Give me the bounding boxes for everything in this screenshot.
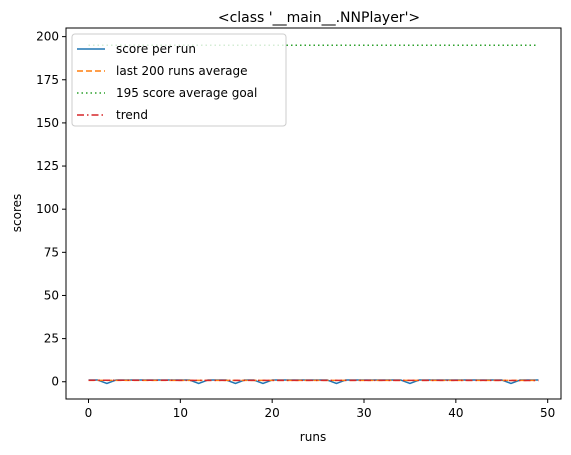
y-tick-label: 200 xyxy=(36,30,59,44)
x-axis: 0 10 20 30 40 50 xyxy=(85,399,555,420)
y-tick-label: 75 xyxy=(44,245,59,259)
y-tick-label: 25 xyxy=(44,332,59,346)
x-tick-label: 0 xyxy=(85,406,93,420)
y-tick-label: 100 xyxy=(36,202,59,216)
legend-label-2: 195 score average goal xyxy=(116,86,257,100)
legend-label-1: last 200 runs average xyxy=(116,64,248,78)
plot-frame xyxy=(65,27,562,400)
y-tick-label: 125 xyxy=(36,159,59,173)
x-tick-label: 20 xyxy=(265,406,280,420)
y-axis-label: scores xyxy=(10,194,24,233)
chart-title: <class '__main__.NNPlayer'> xyxy=(218,10,420,26)
legend-label-3: trend xyxy=(116,108,148,122)
legend-label-0: score per run xyxy=(116,42,196,56)
y-tick-label: 175 xyxy=(36,73,59,87)
legend-box xyxy=(71,33,287,127)
x-tick-label: 40 xyxy=(448,406,463,420)
x-tick-label: 50 xyxy=(540,406,555,420)
plot-lines xyxy=(88,44,539,385)
legend: score per run last 200 runs average 195 sc… xyxy=(71,33,287,127)
y-tick-label: 0 xyxy=(51,375,59,389)
x-tick-label: 10 xyxy=(173,406,188,420)
y-tick-label: 150 xyxy=(36,116,59,130)
x-tick-label: 30 xyxy=(356,406,371,420)
y-axis: 0 25 50 75 100 125 150 175 200 xyxy=(36,30,66,389)
y-tick-label: 50 xyxy=(44,288,59,302)
x-axis-label: runs xyxy=(300,430,326,444)
